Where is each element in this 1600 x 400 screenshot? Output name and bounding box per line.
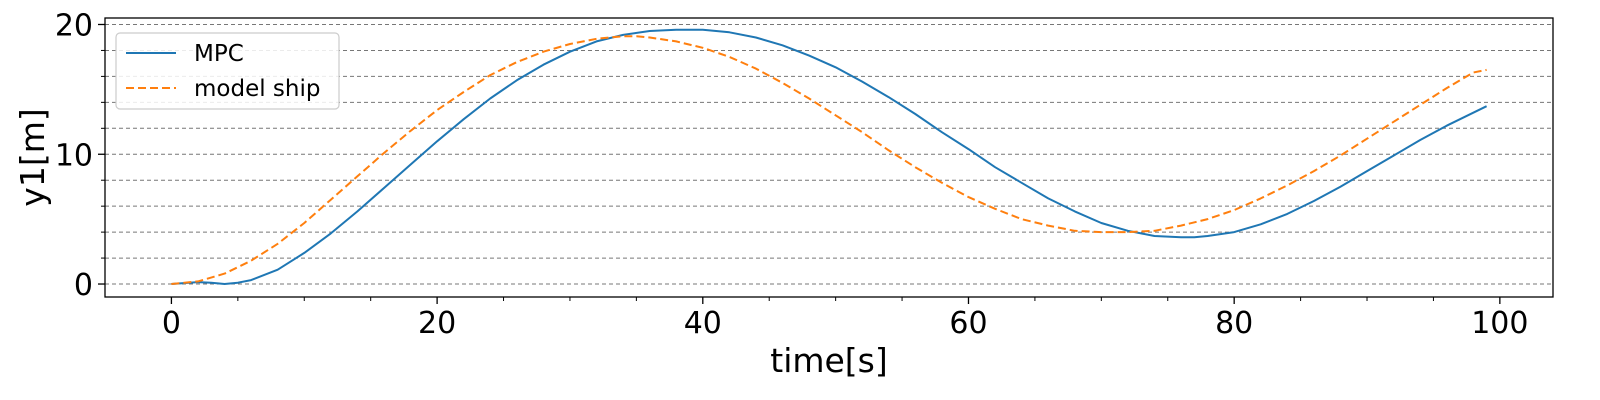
x-tick-label: 40 <box>684 306 722 341</box>
y-tick-label: 0 <box>74 268 93 303</box>
series-line-model-ship <box>171 35 1487 285</box>
plot-frame <box>104 17 1554 298</box>
y-axis-label: y1[m] <box>13 108 52 206</box>
x-tick-label: 100 <box>1471 306 1528 341</box>
x-tick-label: 80 <box>1215 306 1253 341</box>
x-tick-label: 20 <box>418 306 456 341</box>
y-tick-label: 10 <box>55 138 93 173</box>
legend-label-model-ship: model ship <box>194 76 320 102</box>
y-tick-label: 20 <box>55 8 93 43</box>
x-tick-label: 0 <box>162 306 181 341</box>
x-axis-label: time[s] <box>770 341 888 380</box>
series-lines <box>171 28 1488 285</box>
legend-label-mpc: MPC <box>194 41 244 67</box>
grid-lines <box>105 23 1553 285</box>
series-line-mpc <box>171 28 1488 285</box>
axis-ticks: 0 20 40 60 80 100 0 10 20 <box>55 8 1529 341</box>
x-tick-label: 60 <box>949 306 987 341</box>
legend: MPC model ship <box>115 32 340 110</box>
